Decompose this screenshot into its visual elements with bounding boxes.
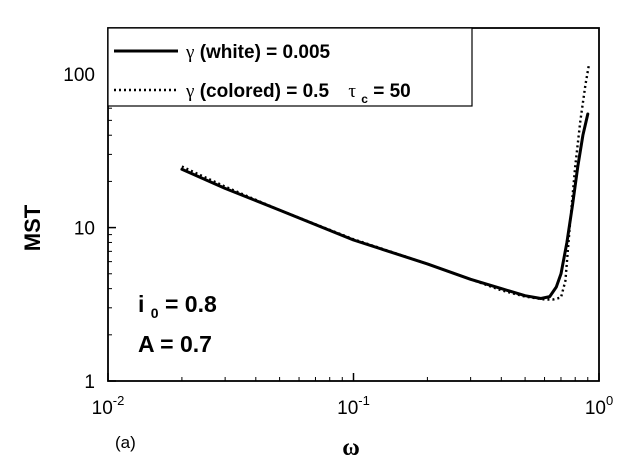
y-tick-label: 100 bbox=[63, 65, 95, 86]
legend-gamma-white: γ bbox=[185, 42, 194, 63]
legend-entry-white: γ (white) = 0.005 bbox=[185, 42, 331, 63]
x-tick-base: 10 bbox=[585, 398, 606, 419]
series-layer bbox=[180, 64, 591, 301]
x-axis-ticks: 10-2 10-1 100 bbox=[92, 373, 613, 419]
y-tick-label: 1 bbox=[84, 372, 95, 393]
annotation-A: A = 0.7 bbox=[138, 331, 212, 357]
x-tick-exponent: 0 bbox=[606, 393, 613, 408]
legend-box bbox=[107, 27, 473, 107]
x-tick-label: 100 bbox=[585, 393, 613, 419]
x-axis-title: ω bbox=[342, 435, 360, 461]
legend-gamma-colored: γ bbox=[185, 81, 194, 102]
annotation-i0-symbol: i bbox=[138, 291, 144, 317]
panel-label: (a) bbox=[115, 433, 136, 452]
x-tick-base: 10 bbox=[337, 398, 358, 419]
x-tick-label: 10-2 bbox=[92, 393, 125, 419]
y-tick-label: 10 bbox=[74, 219, 95, 240]
x-tick-exponent: -2 bbox=[113, 393, 125, 408]
legend-colored-label: (colored) = 0.5 bbox=[200, 81, 330, 102]
legend-tau-subscript: c bbox=[361, 92, 368, 106]
legend-entry-colored: γ (colored) = 0.5 τ c = 50 bbox=[185, 81, 411, 108]
legend-tau-symbol: τ bbox=[348, 81, 356, 102]
y-axis-ticks: 1 10 100 bbox=[63, 65, 116, 393]
annotation-i0-subscript: 0 bbox=[151, 305, 159, 321]
legend-white-label: (white) = 0.005 bbox=[200, 42, 331, 63]
x-tick-exponent: -1 bbox=[358, 393, 370, 408]
series-colored-dotted-line bbox=[181, 64, 591, 301]
annotation-i0: i 0 = 0.8 bbox=[138, 291, 217, 323]
legend: γ (white) = 0.005 γ (colored) = 0.5 τ c … bbox=[107, 27, 473, 108]
x-tick-base: 10 bbox=[92, 398, 113, 419]
x-tick-label: 10-1 bbox=[337, 393, 370, 419]
legend-tau-value: = 50 bbox=[373, 81, 411, 102]
annotation-i0-value: = 0.8 bbox=[165, 291, 217, 317]
series-white-solid-line bbox=[180, 112, 590, 300]
y-axis-title: MST bbox=[20, 204, 45, 251]
